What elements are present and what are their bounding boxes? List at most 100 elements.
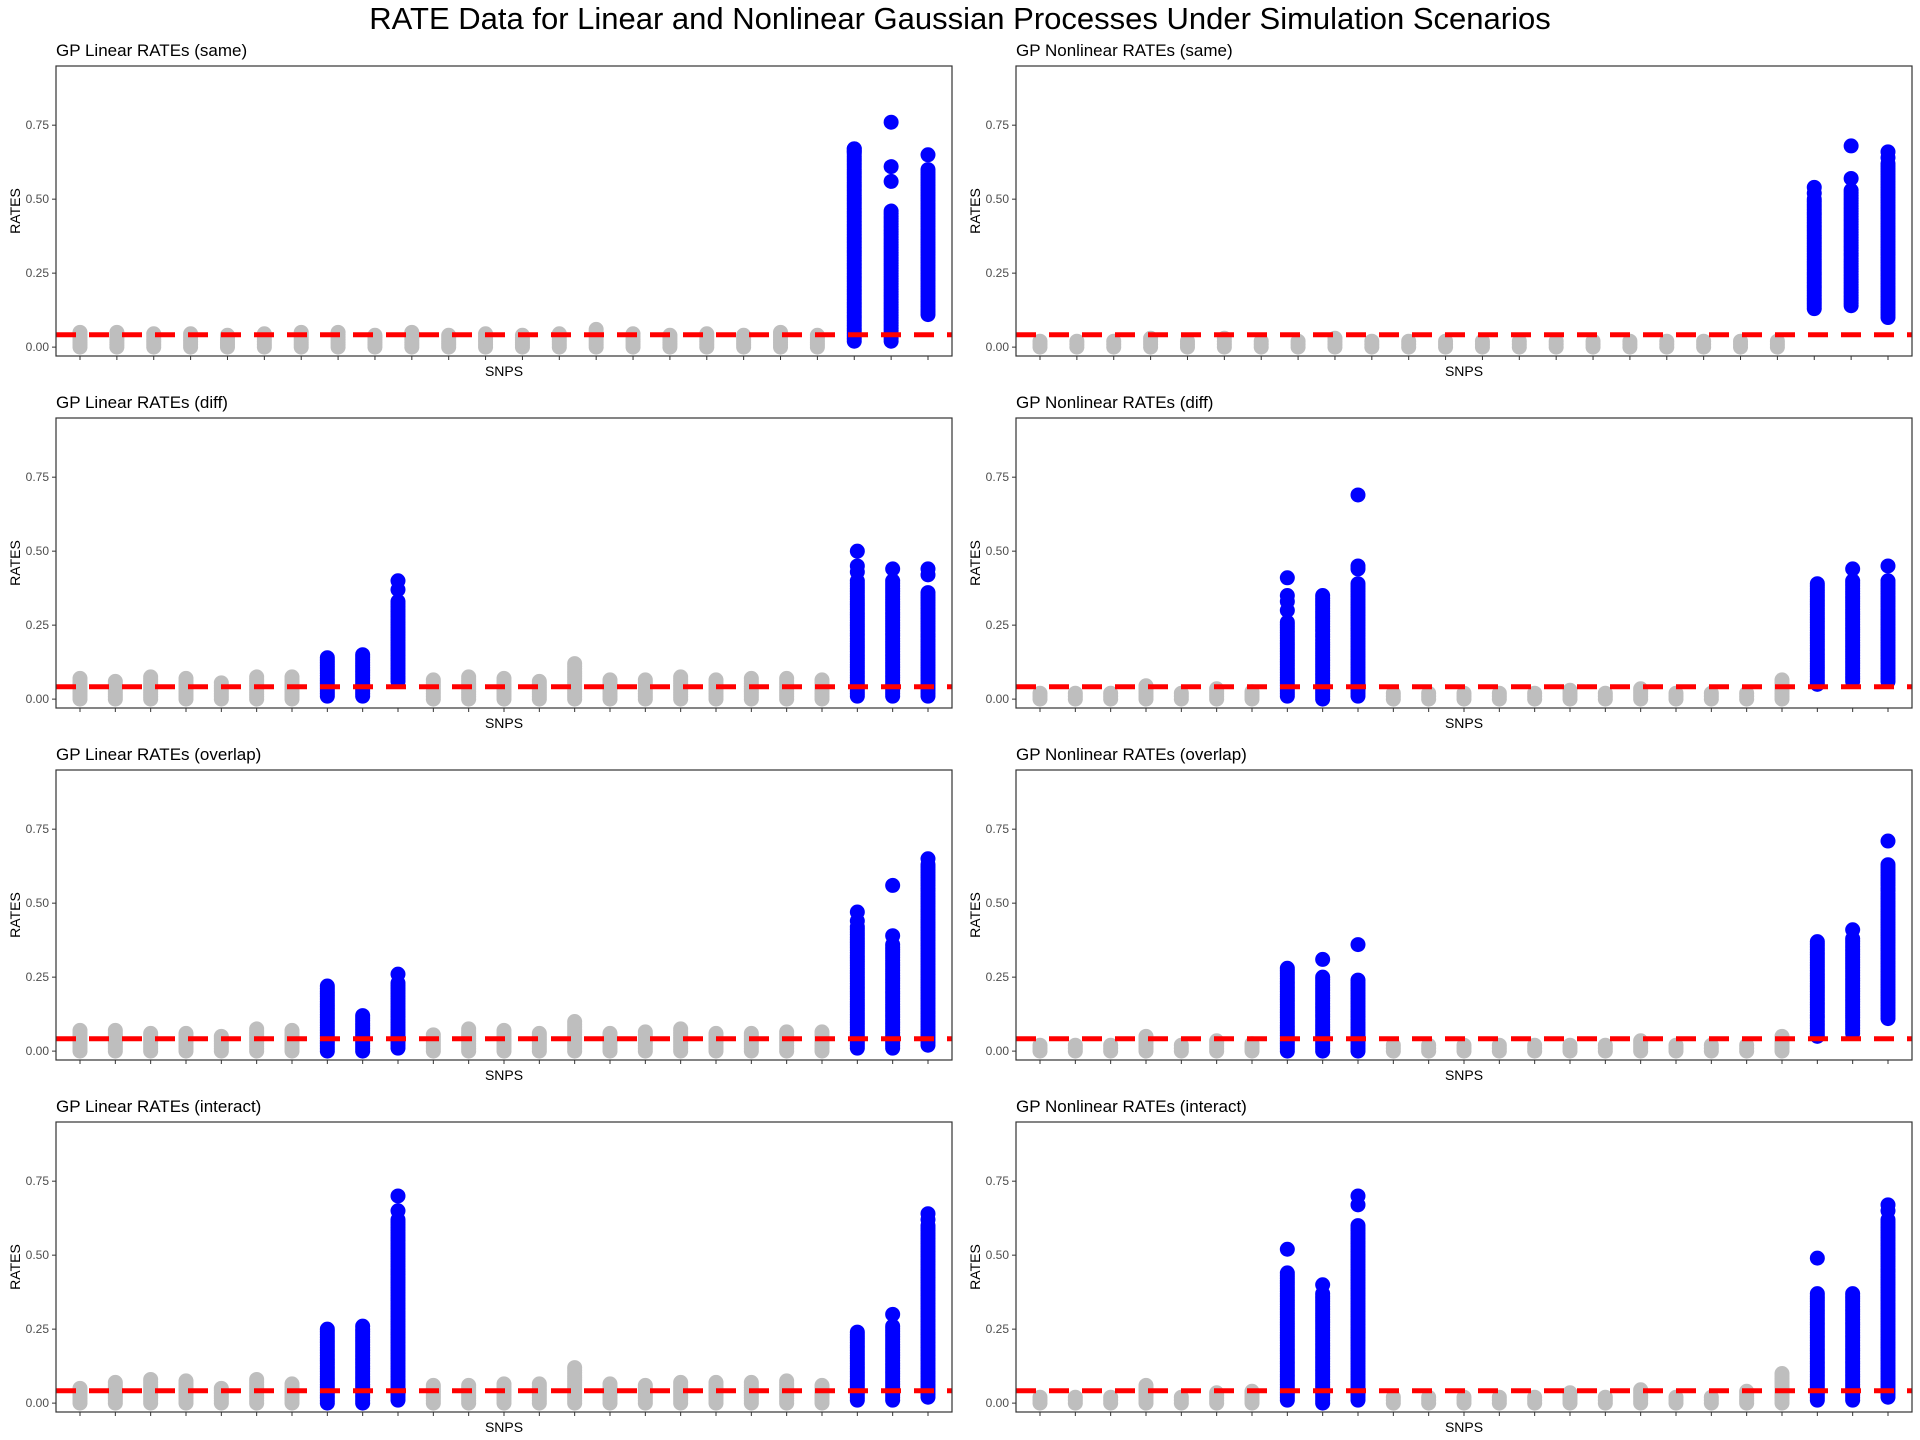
y-tick-label: 0.00 (986, 340, 1010, 354)
data-point-outlier (1350, 487, 1366, 503)
data-point-outlier (1350, 1197, 1366, 1213)
data-point-outlier (1315, 1277, 1331, 1293)
data-point (319, 650, 335, 666)
data-point-outlier (355, 1318, 371, 1334)
data-point (602, 1025, 618, 1041)
data-point (1703, 1389, 1719, 1405)
null-snp-group (1491, 685, 1507, 707)
causal-snp-group (1279, 960, 1295, 1059)
causal-snp-group (920, 1206, 936, 1405)
y-tick-label: 0.75 (26, 822, 50, 836)
data-point (779, 1373, 795, 1389)
null-snp-group (1491, 1389, 1507, 1411)
data-point (284, 669, 300, 685)
null-snp-group (1138, 678, 1154, 707)
data-point (1103, 1389, 1119, 1405)
null-snp-group (1103, 1037, 1119, 1059)
y-axis-label: RATES (7, 188, 23, 234)
null-snp-group (107, 1374, 123, 1411)
panel-border (55, 1121, 953, 1413)
data-point (390, 593, 406, 609)
causal-snp-group (1806, 179, 1822, 317)
null-snp-group (330, 324, 346, 355)
null-snp-group (1739, 1037, 1755, 1059)
data-point (531, 1376, 547, 1392)
null-snp-group (293, 324, 309, 355)
data-point-outlier (920, 147, 936, 163)
data-point (885, 573, 901, 589)
panel-border (55, 769, 953, 1061)
causal-snp-group (1279, 570, 1295, 704)
causal-snp-group (1350, 937, 1366, 1059)
causal-snp-group (1315, 588, 1331, 707)
null-snp-group (1067, 1389, 1083, 1411)
data-point (885, 1318, 901, 1334)
data-point (107, 1374, 123, 1390)
data-point (849, 1324, 865, 1340)
data-point (736, 327, 752, 343)
data-point (1032, 1389, 1048, 1405)
y-axis-label: RATES (967, 188, 983, 234)
causal-snp-group (885, 877, 901, 1056)
null-snp-group (1067, 1037, 1083, 1059)
null-snp-group (567, 1360, 583, 1411)
data-point (637, 1377, 653, 1393)
null-snp-group (478, 326, 494, 355)
null-snp-group (1597, 685, 1613, 707)
data-point (1350, 576, 1366, 592)
data-point-outlier (1880, 1203, 1896, 1219)
data-point-outlier (885, 877, 901, 893)
y-tick-label: 0.50 (26, 544, 50, 558)
data-point-outlier (1350, 937, 1366, 953)
data-point (743, 670, 759, 686)
panel-title: GP Linear RATEs (overlap) (56, 745, 261, 764)
null-snp-group (461, 1021, 477, 1059)
panel-border (1015, 417, 1913, 709)
data-point (1103, 1037, 1119, 1053)
y-tick-label: 0.25 (26, 618, 50, 632)
y-tick-label: 0.00 (26, 1396, 50, 1410)
null-snp-group (143, 1371, 159, 1411)
chart-panel-1: GP Linear RATEs (same) RATES 0.00 0.25 0.50 0… (7, 41, 953, 379)
null-snp-group (1173, 685, 1189, 707)
data-point (708, 1374, 724, 1390)
data-point-outlier (390, 1203, 406, 1219)
null-snp-group (1032, 333, 1048, 355)
causal-snp-group (849, 543, 865, 704)
null-snp-group (662, 327, 678, 355)
data-point-outlier (1880, 558, 1896, 574)
data-point (1491, 1037, 1507, 1053)
causal-snp-group (1315, 951, 1331, 1059)
causal-snp-group (1809, 576, 1825, 692)
null-snp-group (1143, 330, 1159, 355)
null-snp-group (1769, 333, 1785, 355)
null-snp-group (1421, 1037, 1437, 1059)
data-point (1032, 333, 1048, 349)
null-snp-group (1032, 1389, 1048, 1411)
null-snp-group (213, 1028, 229, 1059)
null-snp-group (1103, 685, 1119, 707)
data-point (1809, 1286, 1825, 1302)
y-tick-label: 0.75 (986, 118, 1010, 132)
null-snp-group (708, 672, 724, 707)
null-snp-group (1032, 1037, 1048, 1059)
data-point-outlier (1279, 1241, 1295, 1257)
panel-title: GP Linear RATEs (diff) (56, 393, 228, 412)
y-tick-label: 0.75 (26, 470, 50, 484)
data-point (441, 327, 457, 343)
causal-snp-group (390, 966, 406, 1056)
null-snp-group (1456, 1389, 1472, 1411)
data-point-outlier (1315, 951, 1331, 967)
chart-panel-4: GP Nonlinear RATEs (diff) RATES 0.00 0.25 0.… (967, 393, 1913, 731)
chart-panel-6: GP Nonlinear RATEs (overlap) RATES 0.00 0.2… (967, 745, 1913, 1083)
null-snp-group (1527, 1037, 1543, 1059)
data-point (367, 327, 383, 343)
causal-snp-group (1350, 1188, 1366, 1408)
data-point (1562, 682, 1578, 698)
null-snp-group (143, 1025, 159, 1059)
panel-title: GP Linear RATEs (same) (56, 41, 247, 60)
null-snp-group (1668, 1037, 1684, 1059)
y-tick-label: 0.75 (986, 822, 1010, 836)
null-snp-group (602, 1376, 618, 1411)
data-point (72, 670, 88, 686)
